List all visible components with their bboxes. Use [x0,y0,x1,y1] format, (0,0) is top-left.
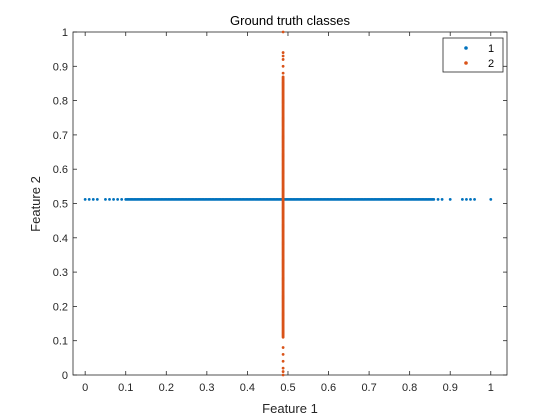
series-2-point [281,51,285,54]
legend-label-series-2: 2 [488,58,494,70]
series-1-points [83,197,493,201]
series-1-point [436,197,440,201]
series-1-point [469,197,472,201]
series-2-point [281,30,285,34]
x-tick-label: 0.7 [361,382,376,394]
series-2-point [281,75,285,79]
series-1-point [95,197,99,201]
series-2-point [281,64,285,68]
series-2-point [281,346,285,349]
series-1-point [473,197,476,201]
y-tick-label: 0.2 [53,301,68,313]
x-tick-label: 0.3 [199,382,214,394]
y-tick-label: 0 [62,370,68,382]
legend-marker-series-2 [464,61,468,65]
y-axis-ticks: 0 0.1 0.2 0.3 0.4 0.5 0.6 0.7 0.8 0.9 1 [53,27,507,382]
series-1-point [108,197,111,201]
series-2-point [281,353,285,356]
series-2-point [281,366,285,370]
x-tick-label: 0.8 [402,382,417,394]
y-tick-label: 0.5 [53,199,68,211]
x-axis-label: Feature 1 [262,401,318,416]
series-1-point [87,197,91,201]
series-2-point [281,54,285,58]
y-tick-label: 0.7 [53,130,68,142]
series-2-point [281,71,285,75]
legend: 1 2 [442,37,504,73]
series-2-point [281,373,285,377]
series-1-point [432,197,436,201]
series-1-point [460,197,464,201]
x-tick-label: 0.2 [159,382,174,394]
series-2-point [281,370,285,373]
series-1-point [91,197,95,201]
series-2-point [281,58,285,61]
x-tick-label: 0.9 [443,382,458,394]
series-1-point [440,197,444,201]
series-1-point [116,197,120,201]
series-1-point [104,197,107,201]
series-2-point [281,359,285,363]
x-tick-label: 0 [82,382,88,394]
x-axis-ticks: 0 0.1 0.2 0.3 0.4 0.5 0.6 0.7 0.8 0.9 1 [82,32,494,394]
y-tick-label: 0.1 [53,336,68,348]
series-1-point [448,197,452,201]
x-tick-label: 1 [488,382,494,394]
y-axis-label: Feature 2 [28,176,43,232]
series-1-point [465,197,468,201]
y-tick-label: 1 [62,27,68,39]
y-tick-label: 0.8 [53,96,68,108]
series-1-point [112,197,115,201]
x-tick-label: 0.6 [321,382,336,394]
chart-title: Ground truth classes [230,13,350,28]
legend-label-series-1: 1 [488,43,494,55]
y-tick-label: 0.4 [53,233,68,245]
x-tick-label: 0.1 [118,382,133,394]
series-1-point [83,197,87,201]
x-tick-label: 0.5 [280,382,295,394]
x-tick-label: 0.4 [240,382,255,394]
legend-box [442,37,504,73]
legend-marker-series-1 [464,46,468,50]
plot-area [72,31,508,376]
series-1-point [489,197,493,201]
series-1-point [120,197,124,201]
y-tick-label: 0.3 [53,267,68,279]
series-2-points [281,30,285,377]
y-tick-label: 0.9 [53,61,68,73]
y-tick-label: 0.6 [53,164,68,176]
